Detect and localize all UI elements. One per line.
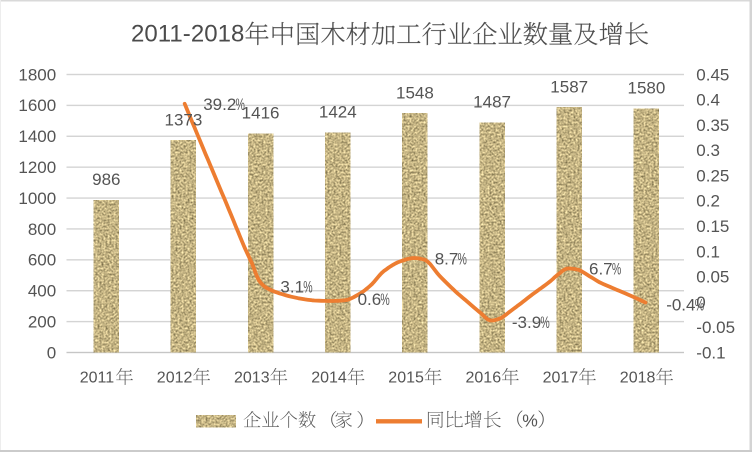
svg-text:-3.9: -3.9 [512, 313, 541, 332]
svg-text:2015: 2015 [388, 369, 424, 386]
svg-text:1000: 1000 [18, 189, 56, 208]
svg-text:%: % [380, 290, 390, 309]
svg-text:0.2: 0.2 [696, 192, 720, 211]
svg-text:986: 986 [92, 170, 120, 189]
svg-text:1580: 1580 [627, 78, 665, 97]
svg-text:2011-2018: 2011-2018 [131, 21, 244, 48]
svg-text:1400: 1400 [18, 127, 56, 146]
svg-text:1416: 1416 [242, 104, 280, 123]
svg-text:0.45: 0.45 [696, 65, 729, 84]
svg-text:2016: 2016 [466, 369, 502, 386]
svg-text:%: % [303, 277, 313, 296]
svg-text:600: 600 [28, 251, 56, 270]
svg-text:0.15: 0.15 [696, 217, 729, 236]
svg-text:%: % [695, 295, 705, 314]
svg-text:-0.1: -0.1 [696, 343, 725, 362]
svg-text:%: % [236, 94, 246, 113]
svg-text:%: % [540, 312, 550, 331]
svg-text:2017: 2017 [543, 369, 579, 386]
svg-text:1800: 1800 [18, 65, 56, 84]
svg-text:6.7: 6.7 [589, 259, 613, 278]
svg-text:800: 800 [28, 220, 56, 239]
svg-text:%: % [522, 411, 538, 431]
svg-text:0.05: 0.05 [696, 268, 729, 287]
svg-text:%: % [612, 259, 622, 278]
svg-text:-0.05: -0.05 [696, 318, 735, 337]
svg-text:400: 400 [28, 282, 56, 301]
svg-text:0: 0 [47, 343, 56, 362]
svg-text:-0.4: -0.4 [666, 295, 695, 314]
svg-text:2011: 2011 [80, 369, 115, 386]
svg-text:1587: 1587 [550, 77, 588, 96]
svg-text:%: % [458, 249, 468, 268]
svg-text:1424: 1424 [319, 103, 357, 122]
svg-text:2012: 2012 [157, 369, 193, 386]
svg-text:2013: 2013 [234, 369, 270, 386]
svg-text:2014: 2014 [311, 369, 347, 386]
svg-text:0.4: 0.4 [696, 91, 720, 110]
svg-text:3.1: 3.1 [280, 278, 304, 297]
svg-text:1548: 1548 [396, 83, 434, 102]
svg-text:0.3: 0.3 [696, 141, 720, 160]
svg-text:0.35: 0.35 [696, 116, 729, 135]
svg-text:0.25: 0.25 [696, 166, 729, 185]
svg-text:0.6: 0.6 [358, 290, 382, 309]
svg-text:0: 0 [696, 293, 705, 312]
svg-text:2018: 2018 [620, 369, 656, 386]
svg-text:8.7: 8.7 [435, 249, 459, 268]
svg-text:1487: 1487 [473, 93, 511, 112]
svg-text:0.1: 0.1 [696, 242, 720, 261]
svg-text:1200: 1200 [18, 158, 56, 177]
svg-text:200: 200 [28, 313, 56, 332]
svg-text:1373: 1373 [164, 110, 202, 129]
svg-text:1600: 1600 [18, 96, 56, 115]
svg-text:39.2: 39.2 [203, 95, 236, 114]
